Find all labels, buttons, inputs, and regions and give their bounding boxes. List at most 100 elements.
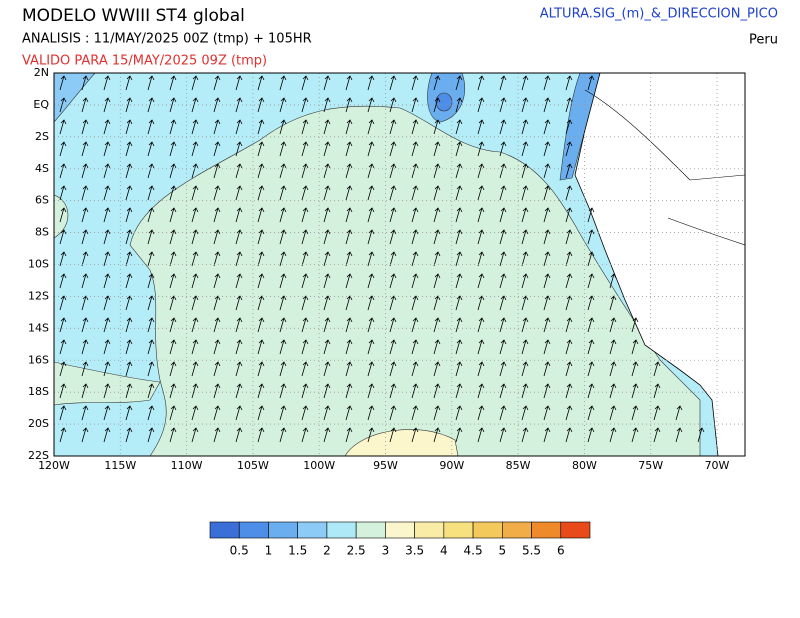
wave-arrow: [367, 295, 375, 311]
wave-arrow: [279, 339, 287, 355]
wave-arrow: [565, 295, 573, 311]
wave-arrow: [521, 405, 529, 421]
colorbar-swatch: [268, 521, 298, 539]
wave-arrow: [499, 251, 507, 267]
wave-arrow: [433, 229, 441, 245]
wave-arrow: [125, 119, 133, 135]
wave-arrow: [81, 427, 89, 443]
lat-label: 2S: [35, 130, 49, 143]
wave-arrow: [235, 427, 243, 443]
wave-arrow: [169, 207, 177, 223]
wave-arrow: [477, 97, 485, 113]
wave-arrow: [543, 229, 551, 245]
wave-arrow: [257, 251, 265, 267]
wave-arrow: [59, 405, 67, 421]
wave-arrow: [191, 229, 199, 245]
wave-arrow: [169, 97, 177, 113]
wave-arrow: [191, 185, 199, 201]
lon-label: 110W: [171, 459, 203, 472]
wave-arrow: [235, 361, 243, 377]
wave-arrow: [125, 339, 133, 355]
wave-arrow: [587, 383, 595, 399]
wave-arrow: [675, 405, 683, 421]
lat-label: 14S: [28, 321, 49, 334]
wave-arrow: [631, 405, 639, 421]
wave-arrow: [147, 185, 155, 201]
wave-arrow: [235, 185, 243, 201]
wave-arrow: [169, 141, 177, 157]
wave-arrow: [257, 427, 265, 443]
wave-arrow: [257, 229, 265, 245]
wave-arrow: [389, 361, 397, 377]
wave-arrow: [257, 119, 265, 135]
wave-arrow: [411, 317, 419, 333]
colorbar-swatch: [209, 521, 240, 539]
wave-arrow: [565, 141, 573, 157]
wave-arrow: [367, 185, 375, 201]
wave-arrow: [59, 75, 67, 91]
wave-arrow: [301, 141, 309, 157]
wave-arrow: [345, 361, 353, 377]
wave-arrow: [257, 97, 265, 113]
wave-arrow: [411, 295, 419, 311]
wave-arrow: [301, 97, 309, 113]
lon-label: 120W: [38, 459, 70, 472]
wave-arrow: [103, 295, 111, 311]
wave-arrow: [169, 405, 177, 421]
wave-arrow: [125, 185, 133, 201]
wave-arrow: [257, 141, 265, 157]
wave-arrow: [81, 361, 89, 377]
wave-arrow: [389, 163, 397, 179]
wave-arrow: [81, 229, 89, 245]
wave-arrow: [213, 141, 221, 157]
wave-arrow: [587, 207, 595, 223]
wave-arrow: [499, 163, 507, 179]
wave-arrow: [323, 317, 331, 333]
wave-arrow: [499, 141, 507, 157]
wave-arrow: [125, 97, 133, 113]
colorbar-swatch: [385, 521, 415, 539]
wave-arrow: [235, 251, 243, 267]
wave-arrow: [565, 427, 573, 443]
wave-arrow: [81, 405, 89, 421]
wave-arrow: [125, 207, 133, 223]
wave-arrow: [213, 427, 221, 443]
wave-arrow: [59, 207, 67, 223]
wave-arrow: [257, 383, 265, 399]
wave-arrow: [367, 141, 375, 157]
contour-area: [344, 429, 459, 456]
wave-arrow: [59, 361, 67, 377]
wave-arrow: [433, 317, 441, 333]
wave-arrow: [389, 317, 397, 333]
wave-arrow: [565, 251, 573, 267]
colorbar-label: 5: [498, 544, 506, 558]
wave-arrow: [235, 383, 243, 399]
wave-arrow: [543, 185, 551, 201]
wave-arrow: [103, 251, 111, 267]
wave-arrow: [477, 273, 485, 289]
wave-arrow: [301, 185, 309, 201]
axis-labels: 120W 115W 110W 105W 100W 95W 90W 85W 80W 75W 70W 2N…: [28, 66, 730, 472]
wave-arrow: [81, 383, 89, 399]
colorbar-label: 3.5: [405, 544, 424, 558]
wave-arrow: [59, 119, 67, 135]
lon-label: 70W: [705, 459, 730, 472]
wave-arrow: [389, 119, 397, 135]
wave-arrow: [257, 339, 265, 355]
analysis-line: ANALISIS : 11/MAY/2025 00Z (tmp) + 105HR: [22, 32, 312, 47]
wave-arrow: [213, 75, 221, 91]
wave-arrow: [411, 75, 419, 91]
wave-arrow: [433, 251, 441, 267]
lon-label: 85W: [506, 459, 531, 472]
wave-arrow: [213, 229, 221, 245]
wave-arrow: [653, 383, 661, 399]
map-frame: [53, 72, 746, 457]
wave-arrow: [389, 251, 397, 267]
wave-arrow: [169, 251, 177, 267]
wave-arrow: [367, 317, 375, 333]
wave-arrow: [521, 427, 529, 443]
wave-arrow: [521, 229, 529, 245]
wave-arrow: [477, 251, 485, 267]
colorbar-swatch: [472, 521, 503, 539]
wave-arrow: [323, 141, 331, 157]
